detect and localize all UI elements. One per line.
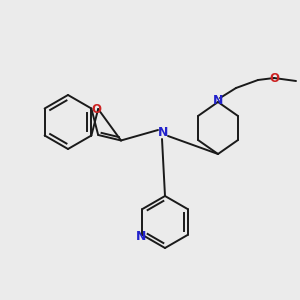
Text: N: N [213, 94, 223, 107]
Text: O: O [269, 71, 279, 85]
Text: N: N [136, 230, 147, 242]
Text: O: O [91, 103, 101, 116]
Text: N: N [158, 127, 168, 140]
